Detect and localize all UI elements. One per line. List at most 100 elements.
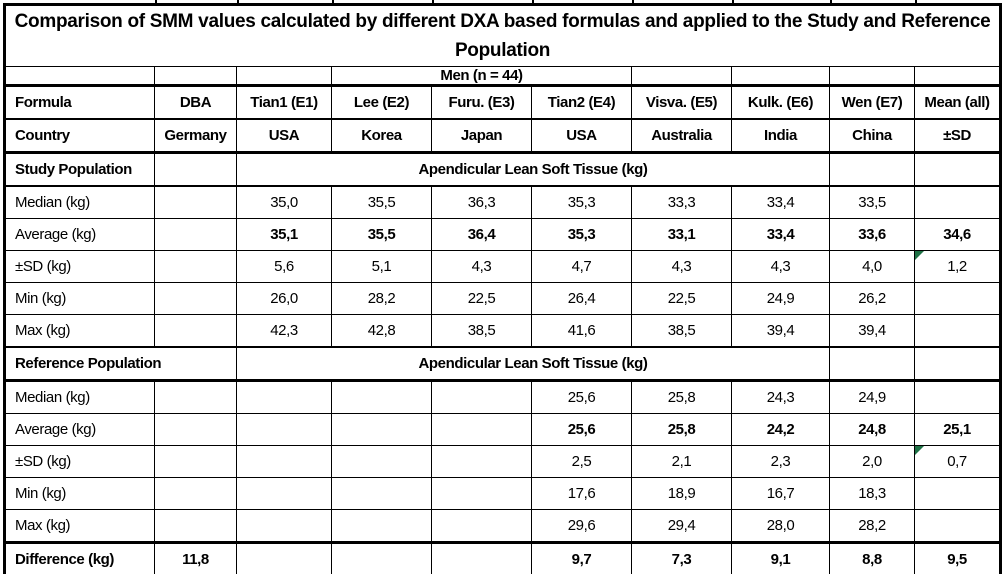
cell xyxy=(331,477,432,510)
cell: 24,8 xyxy=(829,413,915,446)
column-header: Australia xyxy=(631,118,732,154)
row-study-average: Average (kg) 35,1 35,5 36,4 35,3 33,1 33… xyxy=(4,218,1002,251)
row-difference: Difference (kg) 11,8 9,7 7,3 9,1 8,8 9,5 xyxy=(4,542,1002,574)
cell: 25,6 xyxy=(531,380,632,414)
cell: 4,3 xyxy=(631,250,732,283)
cell: 9,7 xyxy=(531,542,632,574)
section-label: Reference Population xyxy=(4,346,237,382)
cell xyxy=(331,413,432,446)
column-header: ±SD xyxy=(913,118,1002,154)
row-reference-max: Max (kg) 29,6 29,4 28,0 28,2 xyxy=(4,509,1002,544)
title-row: Comparison of SMM values calculated by d… xyxy=(3,4,1002,67)
cell xyxy=(154,185,237,219)
cell xyxy=(431,542,532,574)
row-label: Formula xyxy=(4,85,155,120)
row-study-min: Min (kg) 26,0 28,2 22,5 26,4 22,5 24,9 2… xyxy=(4,282,1002,315)
cell: 18,3 xyxy=(829,477,915,510)
cell: 42,3 xyxy=(236,314,332,348)
row-study-median: Median (kg) 35,0 35,5 36,3 35,3 33,3 33,… xyxy=(4,185,1002,219)
cell xyxy=(154,509,237,544)
cell xyxy=(913,346,1002,382)
column-header: Japan xyxy=(431,118,532,154)
cell: 38,5 xyxy=(431,314,532,348)
grid-tick xyxy=(532,0,534,5)
column-header: Germany xyxy=(154,118,237,154)
cell: 42,8 xyxy=(331,314,432,348)
alst-merged-cell: Apendicular Lean Soft Tissue (kg) xyxy=(236,346,830,382)
row-label: Average (kg) xyxy=(4,413,155,446)
cell: 35,3 xyxy=(531,218,632,251)
row-label: Max (kg) xyxy=(4,314,155,348)
cell-value: 0,7 xyxy=(947,452,967,470)
cell xyxy=(829,66,915,87)
cell-value: 1,2 xyxy=(947,257,967,275)
cell: 24,2 xyxy=(731,413,830,446)
cell: 33,4 xyxy=(731,185,830,219)
row-label: Country xyxy=(4,118,155,154)
cell xyxy=(431,477,532,510)
country-header-row: Country Germany USA Korea Japan USA Aust… xyxy=(4,118,1002,154)
subtitle: Men (n = 44) xyxy=(331,66,632,87)
cell: 11,8 xyxy=(154,542,237,574)
cell: 4,0 xyxy=(829,250,915,283)
cell xyxy=(154,445,237,478)
column-header: Wen (E7) xyxy=(829,85,915,120)
cell: 9,5 xyxy=(913,542,1002,574)
cell xyxy=(236,542,332,574)
cell xyxy=(236,66,332,87)
cell: 29,4 xyxy=(631,509,732,544)
cell xyxy=(154,380,237,414)
cell: 8,8 xyxy=(829,542,915,574)
cell xyxy=(913,509,1002,544)
cell: 34,6 xyxy=(913,218,1002,251)
cell xyxy=(431,380,532,414)
cell xyxy=(631,66,732,87)
cell: 33,1 xyxy=(631,218,732,251)
alst-merged-cell: Apendicular Lean Soft Tissue (kg) xyxy=(236,152,830,187)
row-label: Average (kg) xyxy=(4,218,155,251)
cell xyxy=(236,413,332,446)
cell xyxy=(431,509,532,544)
row-reference-median: Median (kg) 25,6 25,8 24,3 24,9 xyxy=(4,380,1002,414)
cell xyxy=(236,380,332,414)
grid-tick xyxy=(915,0,917,5)
cell xyxy=(913,380,1002,414)
cell xyxy=(331,445,432,478)
grid-tick xyxy=(155,0,157,5)
row-label: Median (kg) xyxy=(4,185,155,219)
cell: 39,4 xyxy=(829,314,915,348)
cell: 35,0 xyxy=(236,185,332,219)
cell xyxy=(154,314,237,348)
row-reference-min: Min (kg) 17,6 18,9 16,7 18,3 xyxy=(4,477,1002,510)
cell xyxy=(331,509,432,544)
cell: 25,8 xyxy=(631,380,732,414)
cell: 28,2 xyxy=(829,509,915,544)
cell xyxy=(154,250,237,283)
column-header: USA xyxy=(236,118,332,154)
cell xyxy=(154,477,237,510)
cell xyxy=(154,282,237,315)
cell: 26,4 xyxy=(531,282,632,315)
cell: 5,6 xyxy=(236,250,332,283)
column-header: Furu. (E3) xyxy=(431,85,532,120)
column-header: China xyxy=(829,118,915,154)
error-flag-icon xyxy=(915,251,924,260)
title-line-1: Comparison of SMM values calculated by d… xyxy=(14,10,991,32)
column-header: Mean (all) xyxy=(913,85,1002,120)
cell xyxy=(913,477,1002,510)
row-reference-sd: ±SD (kg) 2,5 2,1 2,3 2,0 0,7 xyxy=(4,445,1002,478)
cell: 33,3 xyxy=(631,185,732,219)
cell: 7,3 xyxy=(631,542,732,574)
cell: 41,6 xyxy=(531,314,632,348)
cell: 2,1 xyxy=(631,445,732,478)
cell: 2,5 xyxy=(531,445,632,478)
reference-section-header-row: Reference Population Apendicular Lean So… xyxy=(4,346,1002,382)
cell: 25,1 xyxy=(913,413,1002,446)
study-section-header-row: Study Population Apendicular Lean Soft T… xyxy=(4,152,1002,187)
cell: 36,3 xyxy=(431,185,532,219)
cell: 33,4 xyxy=(731,218,830,251)
table-title: Comparison of SMM values calculated by d… xyxy=(3,4,1002,67)
cell: 17,6 xyxy=(531,477,632,510)
cell: 35,3 xyxy=(531,185,632,219)
cell xyxy=(154,413,237,446)
